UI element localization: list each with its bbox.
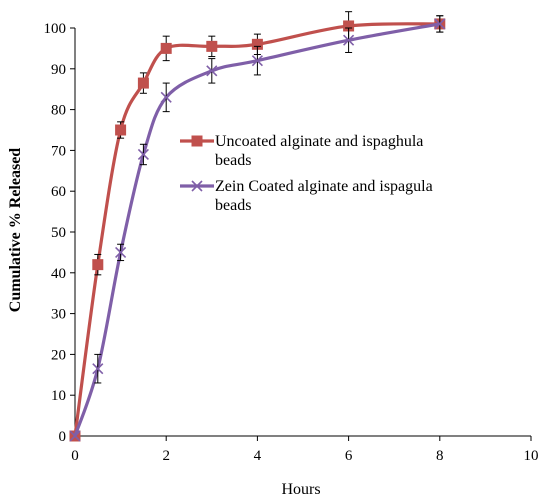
y-tick-label: 90 — [51, 62, 66, 78]
x-tick-label: 4 — [254, 448, 262, 464]
data-point — [434, 18, 446, 30]
marker-stroke — [251, 55, 263, 67]
legend-label: Uncoated alginate and ispaghula — [215, 133, 423, 150]
y-tick-label: 30 — [51, 307, 66, 323]
data-point — [160, 91, 172, 103]
data-point — [160, 42, 172, 54]
data-point — [92, 363, 104, 375]
marker-stroke — [206, 65, 218, 77]
data-point — [206, 40, 218, 52]
marker-stroke — [191, 180, 203, 192]
data-point — [115, 124, 127, 136]
data-point — [251, 55, 263, 67]
y-tick-label: 20 — [51, 347, 66, 363]
data-point — [137, 77, 149, 89]
y-tick-label: 40 — [51, 266, 66, 282]
legend-label: Zein Coated alginate and ispagula — [215, 178, 433, 195]
legend-label: beads — [215, 152, 251, 169]
y-tick-label: 80 — [51, 103, 66, 119]
y-tick-label: 70 — [51, 143, 66, 159]
x-axis-ticks: 0 2 4 6 8 10 — [71, 436, 539, 464]
legend-marker — [191, 180, 203, 192]
series-2 — [69, 15, 446, 442]
data-point — [206, 65, 218, 77]
series-layer — [69, 11, 446, 442]
data-point — [343, 34, 355, 46]
x-tick-label: 8 — [436, 448, 444, 464]
y-axis-ticks: 0 10 20 30 40 50 60 70 80 90 100 — [44, 21, 75, 445]
marker-stroke — [69, 430, 81, 442]
legend: Uncoated alginate and ispaghulabeadsZein… — [180, 133, 433, 214]
series-line — [73, 22, 440, 437]
marker-stroke — [434, 18, 446, 30]
data-point — [137, 148, 149, 161]
marker-stroke — [160, 91, 172, 103]
x-tick-label: 2 — [162, 448, 170, 464]
x-tick-label: 6 — [345, 448, 353, 464]
marker-stroke — [137, 148, 149, 161]
data-point — [92, 259, 104, 271]
y-tick-label: 100 — [44, 21, 67, 37]
y-tick-label: 10 — [51, 388, 66, 404]
legend-item-1: Uncoated alginate and ispaghula beads — [180, 133, 423, 169]
x-tick-label: 10 — [524, 448, 539, 464]
y-axis-title: Cumulative % Released — [7, 148, 24, 313]
legend-item-2: Zein Coated alginate and ispagula beads — [180, 178, 433, 214]
marker-stroke — [343, 34, 355, 46]
series-line — [73, 22, 441, 437]
marker-stroke — [92, 363, 104, 375]
x-tick-label: 0 — [71, 448, 79, 464]
y-tick-label: 50 — [51, 225, 66, 241]
legend-marker — [191, 135, 203, 147]
data-point — [69, 430, 81, 442]
x-axis-title: Hours — [281, 481, 320, 498]
data-point — [115, 246, 127, 258]
legend-label: beads — [215, 197, 251, 214]
y-tick-label: 60 — [51, 184, 66, 200]
y-tick-label: 0 — [59, 429, 67, 445]
marker-stroke — [115, 246, 127, 258]
